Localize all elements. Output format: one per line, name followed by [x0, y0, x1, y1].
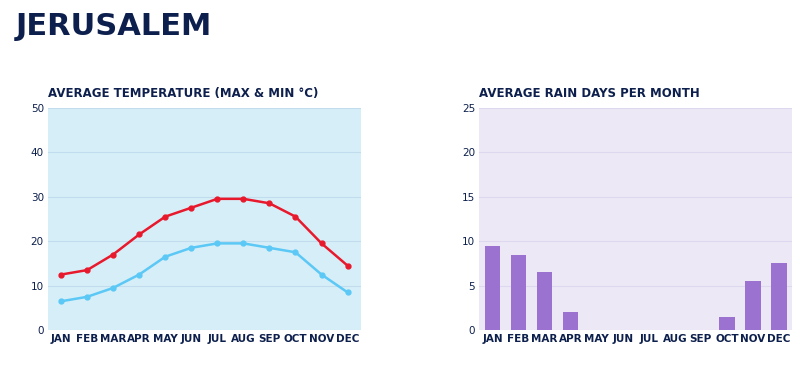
Bar	[719, 317, 734, 330]
Text: AVERAGE RAIN DAYS PER MONTH: AVERAGE RAIN DAYS PER MONTH	[479, 87, 700, 100]
Bar	[745, 281, 761, 330]
Bar	[562, 313, 578, 330]
Text: JERUSALEM: JERUSALEM	[16, 12, 212, 41]
Text: AVERAGE TEMPERATURE (MAX & MIN °C): AVERAGE TEMPERATURE (MAX & MIN °C)	[48, 87, 318, 100]
Bar	[537, 272, 552, 330]
Bar	[510, 255, 526, 330]
Bar	[771, 263, 786, 330]
Bar	[485, 246, 500, 330]
